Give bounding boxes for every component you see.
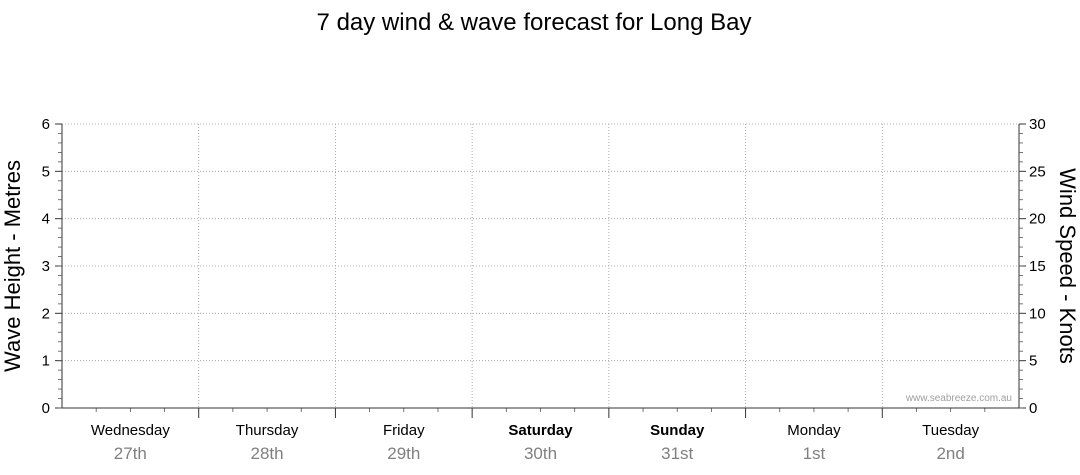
right-axis-ticks: 0 5 10 15 20 25 30 — [1019, 116, 1046, 417]
day-date-label: 1st — [803, 444, 826, 463]
left-tick-label: 1 — [42, 353, 50, 370]
day-name-label: Thursday — [236, 422, 299, 439]
right-tick-label: 10 — [1029, 305, 1046, 322]
left-tick-label: 3 — [42, 258, 50, 275]
day-date-label: 29th — [387, 444, 420, 463]
day-date-label: 28th — [251, 444, 284, 463]
day-name-label: Tuesday — [922, 422, 979, 439]
right-tick-label: 25 — [1029, 163, 1046, 180]
day-name-label: Sunday — [650, 422, 705, 439]
grid-lines — [62, 123, 1019, 408]
axes — [61, 124, 1020, 418]
chart-title: 7 day wind & wave forecast for Long Bay — [317, 9, 752, 36]
right-tick-label: 15 — [1029, 258, 1046, 275]
day-name-label: Friday — [383, 422, 425, 439]
right-tick-label: 5 — [1029, 353, 1037, 370]
day-date-label: 31st — [661, 444, 693, 463]
left-tick-label: 0 — [42, 400, 50, 417]
day-name-label: Saturday — [508, 422, 573, 439]
left-tick-label: 5 — [42, 163, 50, 180]
right-axis-label: Wind Speed - Knots — [1055, 168, 1080, 364]
day-labels: Wednesday 27th Thursday 28th Friday 29th Satur… — [91, 422, 980, 463]
watermark-text: www.seabreeze.com.au — [905, 393, 1012, 404]
left-tick-label: 6 — [42, 116, 50, 133]
day-date-label: 30th — [524, 444, 557, 463]
right-tick-label: 0 — [1029, 400, 1037, 417]
right-tick-label: 20 — [1029, 211, 1046, 228]
left-axis-label: Wave Height - Metres — [0, 160, 25, 372]
left-axis-ticks: 0 1 2 3 4 5 6 — [42, 116, 62, 417]
day-name-label: Monday — [787, 422, 841, 439]
day-date-label: 2nd — [936, 444, 964, 463]
day-name-label: Wednesday — [91, 422, 170, 439]
right-tick-label: 30 — [1029, 116, 1046, 133]
left-tick-label: 4 — [42, 211, 50, 228]
left-tick-label: 2 — [42, 305, 50, 322]
day-date-label: 27th — [114, 444, 147, 463]
